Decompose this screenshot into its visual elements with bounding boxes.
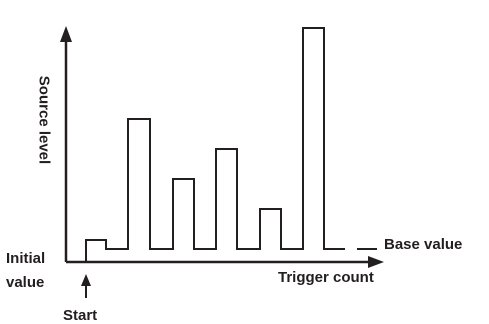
start-arrowhead: [81, 274, 91, 286]
y-axis-label: Source level: [35, 75, 53, 165]
x-axis-arrowhead: [368, 256, 384, 268]
source-level-waveform: [85, 27, 345, 262]
base-value-label: Base value: [384, 236, 463, 253]
initial-value-label-line1: Initial: [6, 250, 46, 267]
initial-value-label-line2: value: [6, 274, 45, 291]
x-axis-label: Trigger count: [278, 269, 374, 286]
y-axis-arrowhead: [60, 26, 72, 42]
start-label: Start: [63, 307, 98, 324]
